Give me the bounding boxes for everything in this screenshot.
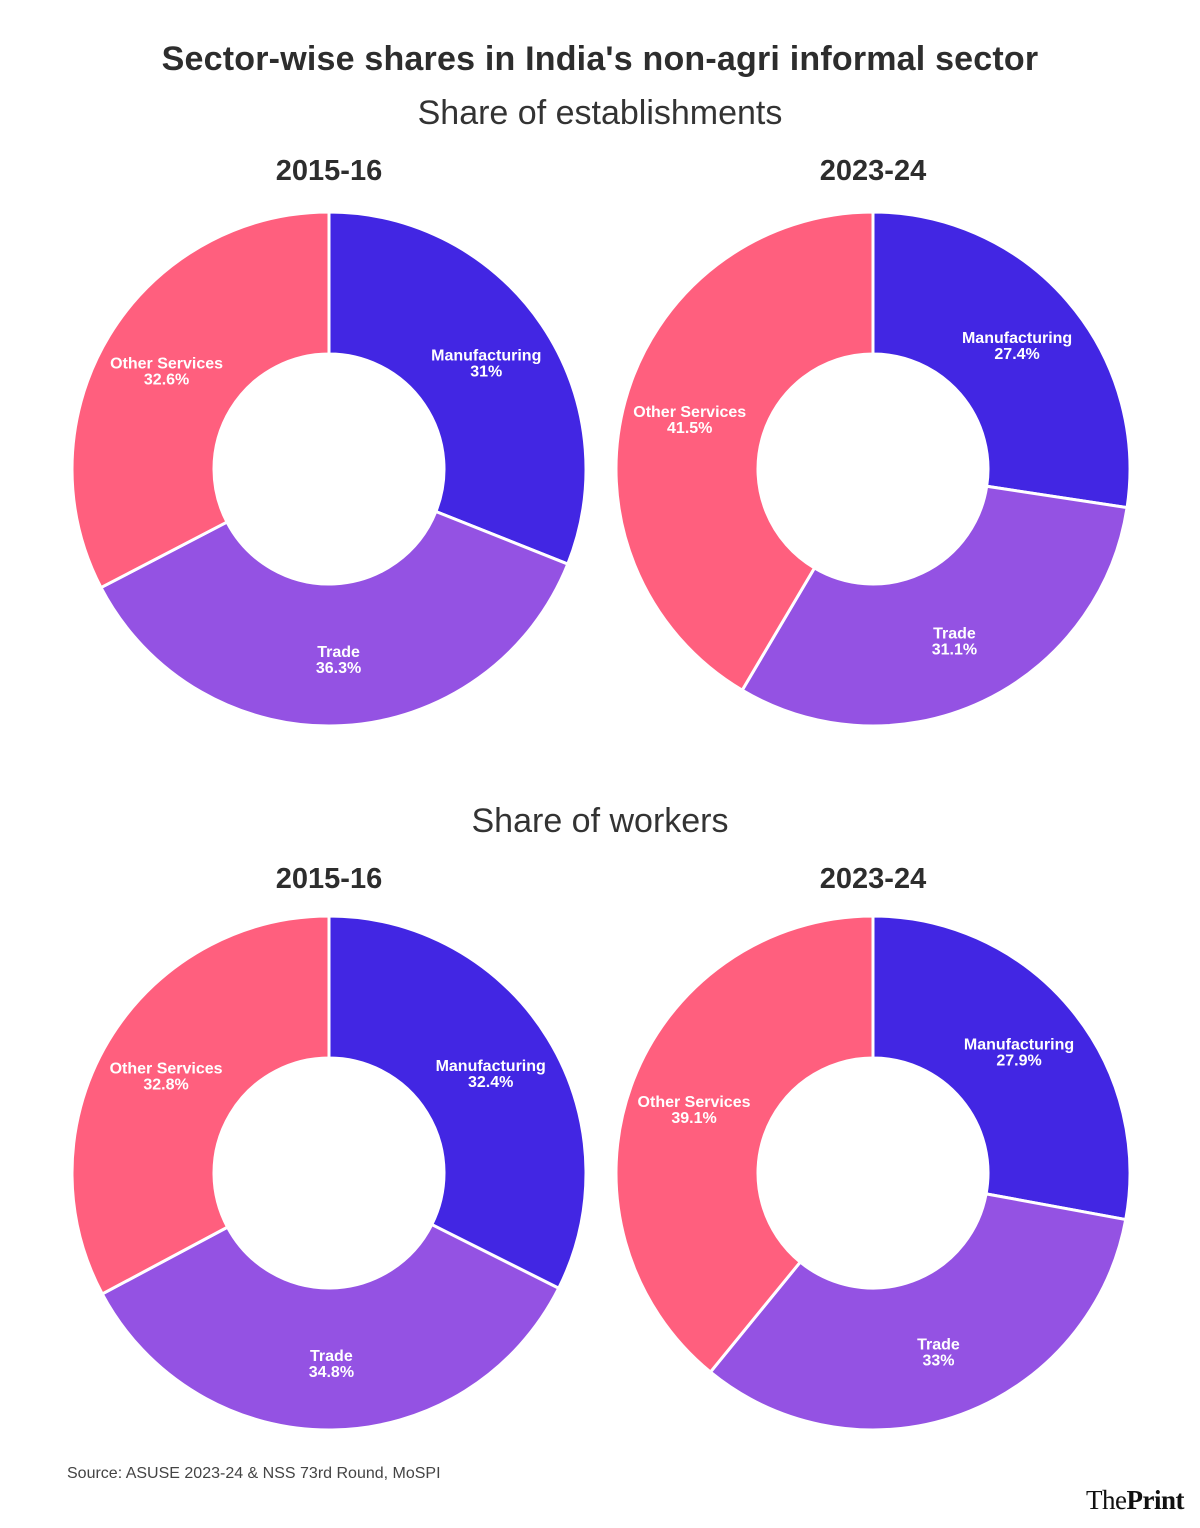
logo-the: The: [1086, 1485, 1127, 1515]
slice-trade: [740, 484, 1129, 728]
logo-print: Print: [1126, 1485, 1185, 1515]
slice-value-other-services: 39.1%: [671, 1110, 716, 1127]
chart-subtitle-establishments-2015-16: 2015-16: [275, 155, 383, 187]
slice-other-services: [614, 210, 875, 692]
slice-label-trade: Trade: [317, 644, 360, 661]
slice-label-manufacturing: Manufacturing: [964, 1036, 1074, 1053]
slice-value-manufacturing: 32.4%: [468, 1074, 513, 1091]
slice-other-services: [70, 914, 331, 1296]
slice-value-other-services: 32.8%: [143, 1076, 188, 1093]
slice-value-manufacturing: 27.4%: [994, 346, 1039, 363]
slice-label-other-services: Other Services: [110, 1060, 223, 1077]
slice-other-services: [70, 210, 331, 590]
slice-value-trade: 36.3%: [316, 660, 361, 677]
slice-label-trade: Trade: [310, 1348, 353, 1365]
section-title-workers: Share of workers: [471, 802, 729, 840]
slice-value-trade: 33%: [922, 1352, 954, 1369]
section-title-establishments: Share of establishments: [417, 94, 783, 132]
slice-trade: [100, 1223, 561, 1432]
slice-label-manufacturing: Manufacturing: [431, 347, 541, 364]
slice-value-manufacturing: 31%: [470, 363, 502, 380]
slice-manufacturing: [871, 210, 1132, 510]
slice-manufacturing: [327, 210, 588, 566]
theprint-logo: ThePrint: [1086, 1485, 1184, 1516]
slice-label-other-services: Other Services: [638, 1094, 751, 1111]
slice-label-other-services: Other Services: [110, 355, 223, 372]
slice-value-other-services: 41.5%: [667, 420, 712, 437]
slice-value-trade: 31.1%: [932, 642, 977, 659]
slice-other-services: [614, 914, 875, 1374]
chart-subtitle-workers-2023-24: 2023-24: [819, 863, 927, 895]
slice-label-trade: Trade: [933, 626, 976, 643]
source-note: Source: ASUSE 2023-24 & NSS 73rd Round, …: [67, 1465, 441, 1482]
slice-label-other-services: Other Services: [633, 404, 746, 421]
chart-subtitle-establishments-2023-24: 2023-24: [819, 155, 927, 187]
slice-trade: [708, 1192, 1128, 1432]
slice-label-manufacturing: Manufacturing: [436, 1058, 546, 1075]
chart-subtitle-workers-2015-16: 2015-16: [275, 863, 383, 895]
slice-label-trade: Trade: [917, 1336, 960, 1353]
slice-label-manufacturing: Manufacturing: [962, 330, 1072, 347]
slice-manufacturing: [327, 914, 588, 1290]
slice-value-other-services: 32.6%: [144, 371, 189, 388]
slice-trade: [99, 510, 570, 728]
chart-title: Sector-wise shares in India's non-agri i…: [161, 40, 1039, 78]
slice-value-manufacturing: 27.9%: [996, 1052, 1041, 1069]
slice-manufacturing: [871, 914, 1132, 1222]
slice-value-trade: 34.8%: [309, 1364, 354, 1381]
